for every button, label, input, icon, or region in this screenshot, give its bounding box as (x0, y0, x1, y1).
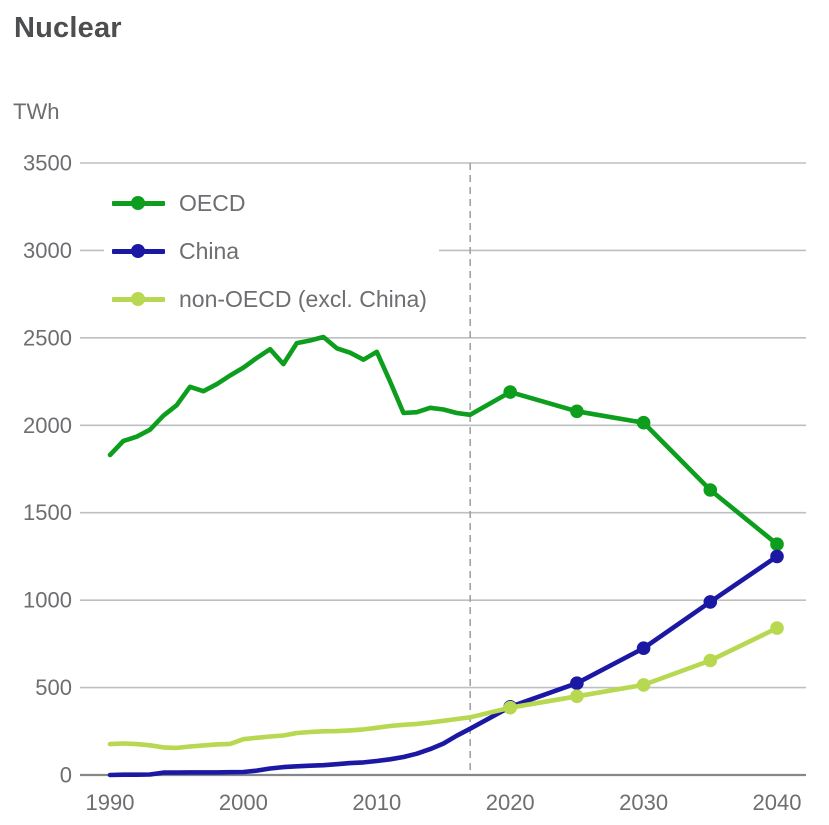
marker-oecd-2040 (770, 537, 784, 551)
marker-non-oecd-excl-china-2020 (503, 700, 517, 715)
oecd-dot-icon (131, 196, 145, 210)
marker-china-2030 (636, 641, 651, 655)
x-tick-label-2020: 2020 (486, 790, 535, 815)
y-axis-unit-label: TWh (13, 99, 60, 124)
x-tick-label-2010: 2010 (352, 790, 401, 815)
chart-legend: OECD China non-OECD (excl. China) (104, 179, 439, 323)
marker-oecd-2030 (636, 415, 651, 430)
x-tick-label-1990: 1990 (86, 790, 135, 815)
legend-label-non-oecd: non-OECD (excl. China) (179, 285, 427, 312)
marker-oecd-2025 (570, 404, 584, 419)
y-tick-label-2500: 2500 (23, 325, 72, 350)
y-tick-label-3500: 3500 (23, 151, 72, 176)
marker-china-2025 (570, 676, 584, 690)
y-tick-label-1000: 1000 (23, 588, 72, 613)
x-tick-label-2000: 2000 (219, 790, 268, 815)
legend-item-oecd: OECD (112, 179, 427, 227)
marker-non-oecd-excl-china-2025 (570, 689, 584, 704)
china-line-marker-swatch (112, 244, 165, 258)
legend-item-china: China (112, 227, 427, 275)
x-tick-label-2030: 2030 (619, 790, 668, 815)
marker-china-2040 (770, 549, 784, 564)
marker-oecd-2035 (703, 483, 718, 497)
marker-oecd-2020 (503, 385, 517, 399)
marker-non-oecd-excl-china-2030 (636, 678, 651, 692)
non-oecd-dot-icon (131, 292, 145, 306)
y-tick-label-2000: 2000 (23, 413, 72, 438)
marker-china-2035 (703, 595, 718, 609)
y-tick-label-0: 0 (60, 763, 72, 788)
marker-non-oecd-excl-china-2035 (703, 653, 718, 668)
chart-title: Nuclear (14, 12, 122, 44)
marker-non-oecd-excl-china-2040 (770, 621, 784, 635)
legend-label-china: China (179, 237, 240, 264)
legend-label-oecd: OECD (179, 189, 246, 216)
non-oecd-line-marker-swatch (112, 292, 165, 306)
series-line-china (107, 554, 780, 778)
china-dot-icon (131, 244, 145, 258)
y-tick-label-1500: 1500 (23, 500, 72, 525)
series-line-non-oecd-excl-china (107, 625, 780, 751)
x-tick-label-2040: 2040 (753, 790, 802, 815)
oecd-line-marker-swatch (112, 196, 165, 210)
legend-item-non-oecd: non-OECD (excl. China) (112, 275, 427, 323)
series-line-oecd (107, 334, 780, 547)
y-tick-label-3000: 3000 (23, 238, 72, 263)
y-tick-label-500: 500 (35, 675, 72, 700)
